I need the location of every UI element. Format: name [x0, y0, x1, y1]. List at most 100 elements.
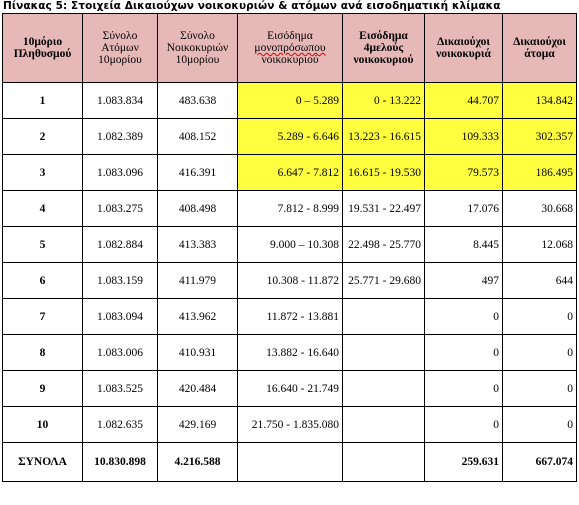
totals-beneficiary-persons: 667.074: [502, 442, 577, 482]
beneficiary-households-cell: 79.573: [424, 154, 503, 191]
beneficiary-households-cell: 0: [424, 406, 503, 443]
decile-cell: 5: [2, 226, 83, 263]
table-row: 1 1.083.834 483.638 0 – 5.289 0 - 13.222 44.7…: [2, 82, 577, 119]
income-four-cell: 0 - 13.222: [342, 82, 425, 119]
income-four-cell: [342, 334, 425, 371]
totals-income-single: [237, 442, 343, 482]
beneficiaries-table: 10μόριο Πληθυσμού Σύνολο Ατόμων 10μορίου…: [2, 13, 577, 482]
beneficiary-persons-cell: 302.357: [502, 118, 577, 155]
beneficiary-households-cell: 44.707: [424, 82, 503, 119]
header-beneficiary-persons: Δικαιούχοι άτομα: [502, 13, 577, 83]
header-decile: 10μόριο Πληθυσμού: [2, 13, 83, 83]
households-cell: 413.383: [157, 226, 238, 263]
persons-cell: 1.083.094: [82, 298, 158, 335]
totals-persons: 10.830.898: [82, 442, 158, 482]
income-four-cell: [342, 298, 425, 335]
beneficiary-persons-cell: 134.842: [502, 82, 577, 119]
table-row: 6 1.083.159 411.979 10.308 - 11.872 25.771 -…: [2, 262, 577, 299]
table-row: 10 1.082.635 429.169 21.750 - 1.835.080 0 0: [2, 406, 577, 443]
persons-cell: 1.083.096: [82, 154, 158, 191]
table-row: 7 1.083.094 413.962 11.872 - 13.881 0 0: [2, 298, 577, 335]
beneficiary-persons-cell: 644: [502, 262, 577, 299]
income-four-cell: 25.771 - 29.680: [342, 262, 425, 299]
totals-income-four: [342, 442, 425, 482]
persons-cell: 1.082.389: [82, 118, 158, 155]
header-income-four: Εισόδημα 4μελούς νοικοκυριού: [342, 13, 425, 83]
table-row: 8 1.083.006 410.931 13.882 - 16.640 0 0: [2, 334, 577, 371]
beneficiary-persons-cell: 0: [502, 298, 577, 335]
persons-cell: 1.082.635: [82, 406, 158, 443]
beneficiary-persons-cell: 0: [502, 370, 577, 407]
persons-cell: 1.083.525: [82, 370, 158, 407]
beneficiary-persons-cell: 30.668: [502, 190, 577, 227]
income-single-cell: 11.872 - 13.881: [237, 298, 343, 335]
income-single-cell: 16.640 - 21.749: [237, 370, 343, 407]
header-income-single-mark: μονοπρόσωπου: [254, 42, 326, 54]
table-row: 9 1.083.525 420.484 16.640 - 21.749 0 0: [2, 370, 577, 407]
beneficiary-households-cell: 0: [424, 298, 503, 335]
header-total-persons: Σύνολο Ατόμων 10μορίου: [82, 13, 158, 83]
income-single-cell: 10.308 - 11.872: [237, 262, 343, 299]
table-row: 5 1.082.884 413.383 9.000 – 10.308 22.498 - …: [2, 226, 577, 263]
beneficiary-persons-cell: 0: [502, 334, 577, 371]
persons-cell: 1.082.884: [82, 226, 158, 263]
households-cell: 416.391: [157, 154, 238, 191]
households-cell: 413.962: [157, 298, 238, 335]
income-single-cell: 0 – 5.289: [237, 82, 343, 119]
income-four-cell: 16.615 - 19.530: [342, 154, 425, 191]
beneficiary-persons-cell: 186.495: [502, 154, 577, 191]
persons-cell: 1.083.006: [82, 334, 158, 371]
totals-beneficiary-households: 259.631: [424, 442, 503, 482]
persons-cell: 1.083.159: [82, 262, 158, 299]
beneficiary-households-cell: 497: [424, 262, 503, 299]
header-income-single-pre: Εισόδημα: [267, 30, 313, 42]
households-cell: 408.498: [157, 190, 238, 227]
beneficiary-households-cell: 8.445: [424, 226, 503, 263]
decile-cell: 3: [2, 154, 83, 191]
persons-cell: 1.083.275: [82, 190, 158, 227]
table-row: 4 1.083.275 408.498 7.812 - 8.999 19.531 - 2…: [2, 190, 577, 227]
header-beneficiary-households: Δικαιούχοι νοικοκυριά: [424, 13, 503, 83]
income-four-cell: 19.531 - 22.497: [342, 190, 425, 227]
header-income-single-post: νοικοκυριού: [261, 54, 319, 66]
income-four-cell: [342, 370, 425, 407]
header-income-single: Εισόδημα μονοπρόσωπου νοικοκυριού: [237, 13, 343, 83]
beneficiary-persons-cell: 0: [502, 406, 577, 443]
decile-cell: 2: [2, 118, 83, 155]
income-single-cell: 9.000 – 10.308: [237, 226, 343, 263]
persons-cell: 1.083.834: [82, 82, 158, 119]
beneficiary-households-cell: 109.333: [424, 118, 503, 155]
households-cell: 411.979: [157, 262, 238, 299]
income-four-cell: 22.498 - 25.770: [342, 226, 425, 263]
income-single-cell: 21.750 - 1.835.080: [237, 406, 343, 443]
totals-households: 4.216.588: [157, 442, 238, 482]
beneficiary-households-cell: 0: [424, 334, 503, 371]
households-cell: 483.638: [157, 82, 238, 119]
households-cell: 420.484: [157, 370, 238, 407]
decile-cell: 8: [2, 334, 83, 371]
totals-row: ΣΥΝΟΛΑ 10.830.898 4.216.588 259.631 667.…: [2, 442, 577, 482]
header-total-households: Σύνολο Νοικοκυριών 10μορίου: [157, 13, 238, 83]
decile-cell: 7: [2, 298, 83, 335]
income-single-cell: 13.882 - 16.640: [237, 334, 343, 371]
income-single-cell: 7.812 - 8.999: [237, 190, 343, 227]
header-row: 10μόριο Πληθυσμού Σύνολο Ατόμων 10μορίου…: [2, 13, 577, 83]
table-caption: Πίνακας 5: Στοιχεία Δικαιούχων νοικοκυρι…: [3, 0, 501, 12]
households-cell: 429.169: [157, 406, 238, 443]
decile-cell: 9: [2, 370, 83, 407]
decile-cell: 4: [2, 190, 83, 227]
income-single-cell: 6.647 - 7.812: [237, 154, 343, 191]
households-cell: 410.931: [157, 334, 238, 371]
beneficiary-persons-cell: 12.068: [502, 226, 577, 263]
totals-label: ΣΥΝΟΛΑ: [2, 442, 83, 482]
beneficiary-households-cell: 17.076: [424, 190, 503, 227]
households-cell: 408.152: [157, 118, 238, 155]
decile-cell: 6: [2, 262, 83, 299]
beneficiary-households-cell: 0: [424, 370, 503, 407]
income-single-cell: 5.289 - 6.646: [237, 118, 343, 155]
income-four-cell: [342, 406, 425, 443]
income-four-cell: 13.223 - 16.615: [342, 118, 425, 155]
table-row: 3 1.083.096 416.391 6.647 - 7.812 16.615 - 1…: [2, 154, 577, 191]
decile-cell: 10: [2, 406, 83, 443]
table-row: 2 1.082.389 408.152 5.289 - 6.646 13.223 - 1…: [2, 118, 577, 155]
